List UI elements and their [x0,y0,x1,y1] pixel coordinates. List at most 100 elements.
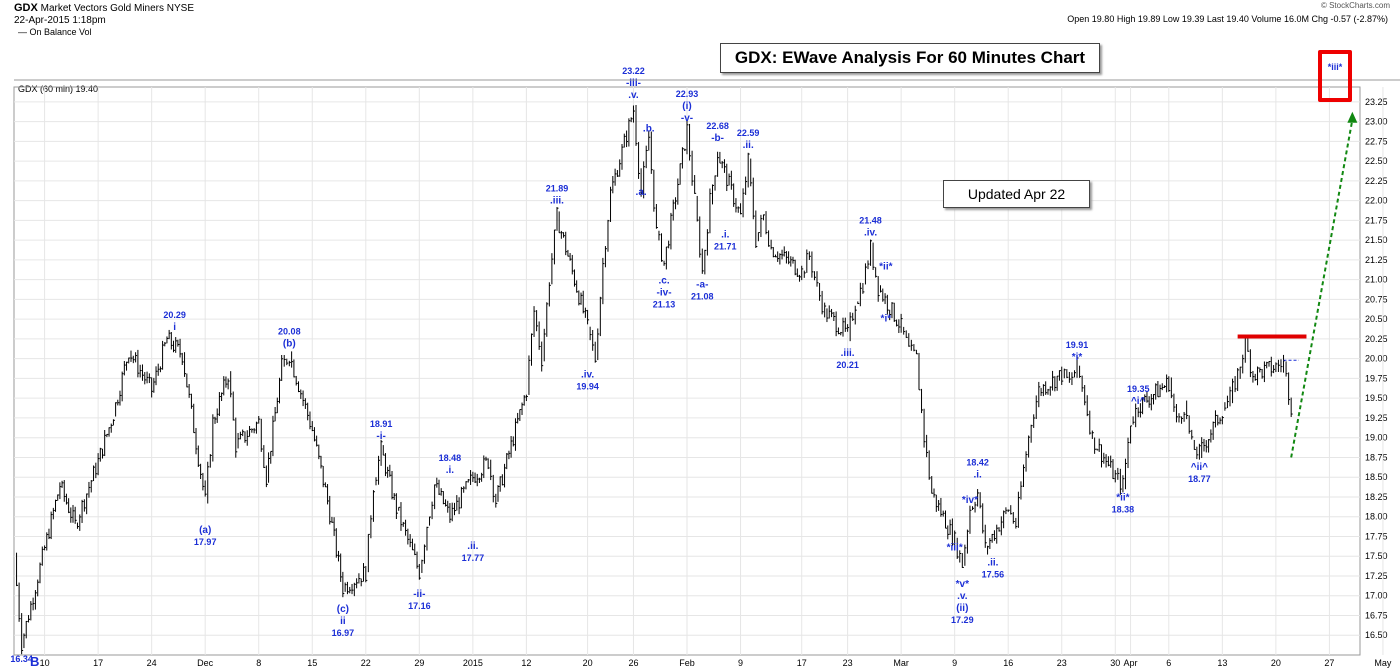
y-tick-label: 17.50 [1365,551,1388,561]
wave-label: -i- [376,431,385,442]
y-tick-label: 20.00 [1365,354,1388,364]
y-tick-label: 20.75 [1365,294,1388,304]
x-tick-label: 12 [521,658,531,668]
y-tick-label: 22.75 [1365,136,1388,146]
wave-label: 18.48 [439,453,462,463]
x-tick-label: 23 [1057,658,1067,668]
wave-label: .iv. [581,369,594,380]
wave-label: ^i^ [1131,396,1146,407]
wave-label: .ii. [467,541,478,552]
wave-label: i [173,322,176,333]
y-tick-label: 23.25 [1365,97,1388,107]
y-tick-label: 17.00 [1365,591,1388,601]
wave-label: *iii* [947,542,963,553]
wave-label: 22.59 [737,128,760,138]
wave-label: 20.21 [836,360,859,370]
wave-label: .c. [658,275,669,286]
wave-label: -v- [681,113,693,124]
x-tick-label: 24 [147,658,157,668]
wave-label: 21.48 [859,216,882,226]
y-tick-label: 17.75 [1365,531,1388,541]
wave-label: 17.29 [951,615,974,625]
wave-label: (b) [283,338,296,349]
chart-title: GDX: EWave Analysis For 60 Minutes Chart [720,43,1100,73]
wave-label: *i* [1072,352,1083,363]
copyright: © StockCharts.com [1320,1,1390,10]
wave-label: *iv* [962,495,978,506]
x-tick-label: 26 [628,658,638,668]
wave-label: (c) [337,604,349,615]
wave-label: -iv- [657,287,672,298]
x-tick-label: 30 [1110,658,1120,668]
x-tick-label: 9 [952,658,957,668]
wave-label: .ii. [743,140,754,151]
x-tick-label: 29 [414,658,424,668]
y-tick-label: 21.00 [1365,275,1388,285]
x-tick-label: Mar [893,658,909,668]
wave-label: .iv. [864,228,877,239]
wave-label: 18.77 [1188,474,1211,484]
projection-arrow-line [1290,119,1354,458]
x-tick-label: 27 [1324,658,1334,668]
x-tick-label: 10 [40,658,50,668]
target-label: *iii* [1327,62,1343,72]
wave-label: 19.35 [1127,384,1150,394]
wave-label: (ii) [956,603,968,614]
x-tick-label: May [1374,658,1392,668]
y-tick-label: 19.50 [1365,393,1388,403]
y-tick-label: 19.25 [1365,413,1388,423]
x-tick-label: 17 [93,658,103,668]
y-tick-label: 20.50 [1365,314,1388,324]
x-tick-label: 13 [1217,658,1227,668]
wave-label: 18.42 [966,458,989,468]
wave-label: 17.77 [462,553,485,563]
price-panel-label: GDX (60 min) 19.40 [18,84,99,94]
wave-label: 18.38 [1112,505,1135,515]
datetime: 22-Apr-2015 1:18pm [14,15,106,26]
wave-label: 18.91 [370,419,393,429]
wave-label: ii [340,616,346,627]
wave-label: 22.68 [706,121,729,131]
x-tick-label: 2015 [463,658,483,668]
wave-label: .i. [721,230,730,241]
chart-header: GDX Market Vectors Gold Miners NYSE 22-A… [14,2,194,27]
updated-note: Updated Apr 22 [943,180,1090,208]
y-tick-label: 21.25 [1365,255,1388,265]
wave-label: .iii. [550,195,564,206]
wave-label: 20.29 [163,310,186,320]
x-tick-label: 22 [361,658,371,668]
y-tick-label: 22.00 [1365,196,1388,206]
wave-label: 17.56 [982,569,1005,579]
projection-arrow-head [1347,111,1358,123]
wave-label: .v. [957,591,968,602]
y-tick-label: 18.00 [1365,512,1388,522]
wave-label: 19.91 [1066,340,1089,350]
wave-label: 17.97 [194,537,217,547]
y-tick-label: 22.50 [1365,156,1388,166]
x-tick-label: 17 [797,658,807,668]
y-tick-label: 19.00 [1365,433,1388,443]
y-tick-label: 17.25 [1365,571,1388,581]
x-tick-label: 20 [583,658,593,668]
wave-label: *ii* [1116,493,1129,504]
wave-label: -ii- [413,589,425,600]
target-highlight [1318,50,1352,102]
x-tick-label: 9 [738,658,743,668]
security-name: Market Vectors Gold Miners [40,3,164,14]
y-tick-label: 22.25 [1365,176,1388,186]
x-tick-label: Feb [679,658,695,668]
wave-label: .i. [973,470,982,481]
y-tick-label: 18.50 [1365,472,1388,482]
y-tick-label: 20.25 [1365,334,1388,344]
wave-label: .ii. [987,557,998,568]
y-tick-label: 18.25 [1365,492,1388,502]
y-tick-label: 16.75 [1365,610,1388,620]
wave-label: 21.08 [691,291,714,301]
x-tick-label: 6 [1166,658,1171,668]
y-tick-label: 18.75 [1365,452,1388,462]
wave-label: 21.89 [546,183,569,193]
wave-label: 21.71 [714,242,737,252]
y-tick-label: 19.75 [1365,373,1388,383]
x-tick-label: 20 [1271,658,1281,668]
